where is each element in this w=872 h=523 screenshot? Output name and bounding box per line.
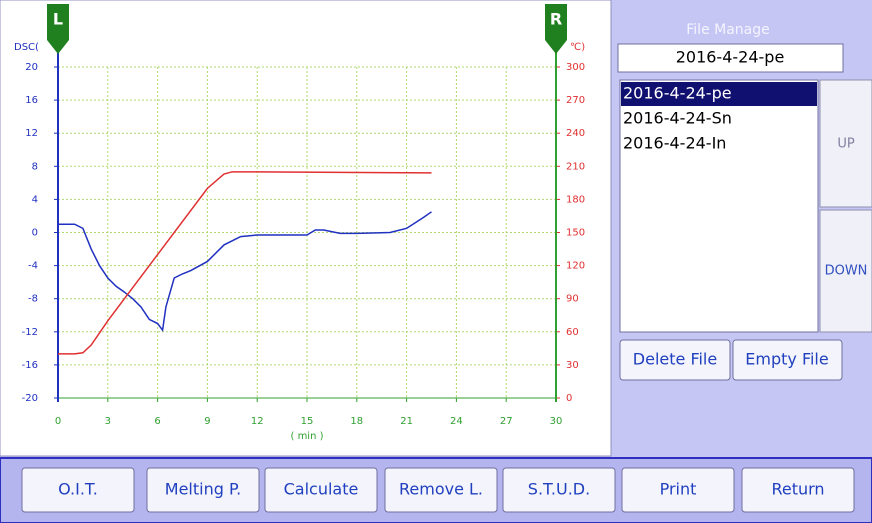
file-name: 2016-4-24-In (623, 134, 726, 153)
panel-title: File Manage (686, 22, 770, 38)
down-label: DOWN (825, 264, 868, 279)
toolbar-label: S.T.U.D. (528, 480, 590, 499)
y-axis-label: DSC( (14, 42, 39, 53)
y2-tick-label: 270 (566, 95, 585, 106)
file-list (619, 79, 819, 333)
toolbar-label: O.I.T. (58, 480, 98, 499)
delete-button[interactable] (619, 339, 731, 381)
x-tick-label: 6 (154, 416, 160, 427)
y-tick-label: -16 (22, 360, 38, 371)
x-tick-label: 24 (450, 416, 463, 427)
x-tick-label: 0 (55, 416, 61, 427)
x-tick-label: 27 (500, 416, 513, 427)
y2-tick-label: 240 (566, 128, 585, 139)
toolbar-label: Calculate (284, 480, 359, 499)
toolbar-button[interactable] (502, 467, 616, 513)
x-tick-label: 9 (204, 416, 210, 427)
chart-area (0, 0, 612, 457)
y-tick-label: 0 (32, 228, 38, 239)
toolbar-label: Remove L. (399, 480, 483, 499)
y2-tick-label: 210 (566, 161, 585, 172)
toolbar-button[interactable] (741, 467, 855, 513)
y2-tick-label: 150 (566, 228, 585, 239)
y2-tick-label: 90 (566, 294, 579, 305)
empty-label: Empty File (745, 350, 828, 369)
y-tick-label: 20 (25, 62, 38, 73)
x-tick-label: 3 (105, 416, 111, 427)
y2-tick-label: 120 (566, 261, 585, 272)
y-tick-label: 16 (25, 95, 38, 106)
toolbar-label: Melting P. (165, 480, 241, 499)
data-line (58, 171, 432, 355)
y2-axis-label: ℃) (570, 42, 585, 53)
file-name: 2016-4-24-Sn (623, 109, 732, 128)
y2-tick-label: 30 (566, 360, 579, 371)
toolbar-label: Return (771, 480, 824, 499)
current-file: 2016-4-24-pe (676, 48, 785, 67)
x-axis-label: ( min ) (290, 431, 323, 442)
toolbar-button[interactable] (384, 467, 498, 513)
x-tick-label: 15 (301, 416, 314, 427)
toolbar-label: Print (660, 480, 697, 499)
data-line (58, 211, 432, 333)
file-name: 2016-4-24-pe (623, 84, 732, 103)
y2-tick-label: 0 (566, 393, 572, 404)
delete-label: Delete File (633, 350, 717, 369)
y2-tick-label: 180 (566, 194, 585, 205)
cursor-label: R (550, 10, 562, 29)
empty-button[interactable] (732, 339, 843, 381)
y2-tick-label: 300 (566, 62, 585, 73)
cursor-label: L (53, 10, 63, 29)
cursor-marker[interactable] (47, 4, 69, 54)
toolbar-button[interactable] (621, 467, 735, 513)
toolbar-button[interactable] (21, 467, 135, 513)
y2-tick-label: 60 (566, 327, 579, 338)
down-button[interactable] (819, 209, 872, 333)
y-tick-label: 12 (25, 128, 38, 139)
x-tick-label: 30 (550, 416, 563, 427)
y-tick-label: 8 (32, 161, 38, 172)
current-file-field[interactable] (617, 43, 844, 73)
y-tick-label: -8 (28, 294, 38, 305)
x-tick-label: 12 (251, 416, 264, 427)
selected-row (621, 82, 817, 106)
up-button[interactable] (819, 79, 872, 208)
up-label: UP (837, 137, 855, 152)
y-tick-label: -4 (28, 261, 38, 272)
y-tick-label: -12 (22, 327, 38, 338)
x-tick-label: 21 (400, 416, 413, 427)
y-tick-label: -20 (22, 393, 38, 404)
x-tick-label: 18 (350, 416, 363, 427)
toolbar-button[interactable] (146, 467, 260, 513)
toolbar-button[interactable] (264, 467, 378, 513)
cursor-marker[interactable] (545, 4, 567, 54)
y-tick-label: 4 (32, 194, 38, 205)
